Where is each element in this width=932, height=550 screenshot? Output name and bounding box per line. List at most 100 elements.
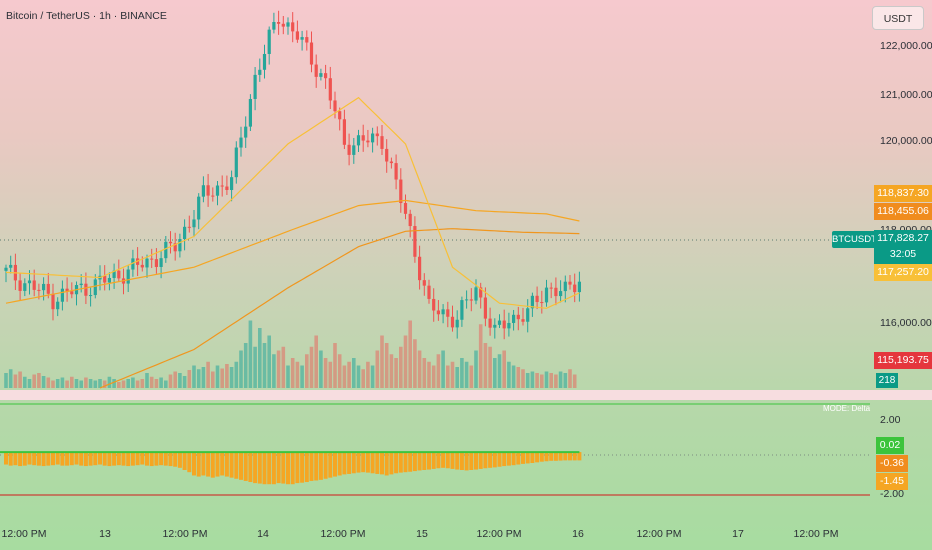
osc-bar <box>257 452 262 484</box>
candle-body <box>215 185 220 196</box>
volume-bar <box>140 379 145 388</box>
volume-bar <box>337 354 342 388</box>
volume-bar <box>450 361 455 388</box>
candle-body <box>408 213 412 227</box>
volume-bar <box>159 377 163 388</box>
candle-body <box>554 287 558 297</box>
volume-bar <box>314 335 318 388</box>
osc-bar <box>173 452 178 467</box>
osc-bar <box>234 452 239 479</box>
osc-bar <box>206 452 211 477</box>
candle-body <box>281 23 285 27</box>
osc-bar <box>506 452 511 466</box>
candle-body <box>375 133 379 137</box>
volume-bar <box>417 350 422 388</box>
osc-tick: 2.00 <box>880 414 901 426</box>
candle-body <box>201 185 205 197</box>
osc-bar <box>445 452 450 469</box>
osc-bar <box>74 452 79 465</box>
osc-bar <box>18 452 23 467</box>
candle-body <box>192 219 196 228</box>
candle-body <box>352 145 356 155</box>
volume-bar <box>558 371 563 388</box>
osc-bar <box>286 452 290 485</box>
osc-bar <box>210 452 215 478</box>
candle-body <box>521 319 525 322</box>
currency-button[interactable]: USDT <box>872 6 924 30</box>
candle-body <box>328 78 332 101</box>
osc-bar <box>558 452 563 461</box>
volume-bar <box>32 374 36 388</box>
time-tick: 12:00 PM <box>162 528 208 540</box>
osc-bar <box>572 452 577 461</box>
candle-body <box>89 295 93 297</box>
osc-bar <box>384 452 389 476</box>
volume-bar <box>427 361 431 388</box>
volume-bars <box>4 320 577 388</box>
candle-body <box>27 280 32 284</box>
candle-body <box>493 324 497 328</box>
volume-bar <box>196 369 201 388</box>
osc-bar <box>333 452 337 477</box>
volume-bar <box>215 365 220 388</box>
volume-bar <box>131 377 135 388</box>
osc-bar <box>539 452 544 462</box>
candle-body <box>314 64 318 77</box>
candle-body <box>60 288 64 302</box>
candle-body <box>9 264 13 268</box>
osc-bar <box>229 452 234 478</box>
osc-bar <box>51 452 55 466</box>
osc-bar <box>408 452 413 472</box>
osc-tag-green: 0.02 <box>876 437 904 454</box>
osc-bar <box>83 452 88 467</box>
volume-bar <box>305 354 309 388</box>
osc-bar <box>187 452 192 473</box>
volume-bar <box>290 358 295 388</box>
osc-bar <box>27 452 32 465</box>
volume-bar <box>408 320 412 388</box>
volume-bar <box>380 335 384 388</box>
ma-fast-line <box>5 96 580 309</box>
osc-bar <box>276 452 281 484</box>
osc-bar <box>196 452 201 477</box>
ma-fast-tag: 118,837.30 <box>874 185 932 202</box>
candle-body <box>37 289 41 291</box>
osc-bar <box>370 452 375 474</box>
volume-bar <box>399 346 403 388</box>
candle-body <box>79 283 83 286</box>
osc-bar <box>389 452 394 475</box>
candle-body <box>225 186 229 190</box>
volume-bar <box>441 350 445 388</box>
volume-bar <box>211 371 215 388</box>
candle-body <box>324 73 328 79</box>
osc-bar <box>46 452 51 466</box>
volume-bar <box>319 350 323 388</box>
volume-bar <box>253 346 257 388</box>
osc-bar <box>126 452 131 467</box>
volume-bar <box>535 373 539 388</box>
candle-body <box>32 280 36 290</box>
candle-body <box>441 309 445 315</box>
volume-bar <box>102 380 107 388</box>
osc-bar <box>177 452 182 468</box>
candle-body <box>535 295 539 303</box>
candle-body <box>436 310 440 315</box>
oscillator-bars <box>4 452 582 485</box>
candle-body <box>380 136 384 149</box>
osc-bar <box>145 452 149 466</box>
candle-body <box>300 37 304 40</box>
candle-body <box>455 319 459 328</box>
price-tick: 121,000.00 <box>880 89 932 101</box>
time-tick: 13 <box>99 528 111 540</box>
volume-bar <box>225 364 229 388</box>
volume-bar <box>178 373 182 388</box>
osc-bar <box>300 452 305 483</box>
candle-body <box>65 288 69 292</box>
osc-bar <box>375 452 380 474</box>
volume-bar <box>168 374 173 388</box>
volume-bar <box>455 367 459 388</box>
osc-bar <box>530 452 535 463</box>
volume-bar <box>422 358 427 388</box>
volume-bar <box>521 369 525 388</box>
